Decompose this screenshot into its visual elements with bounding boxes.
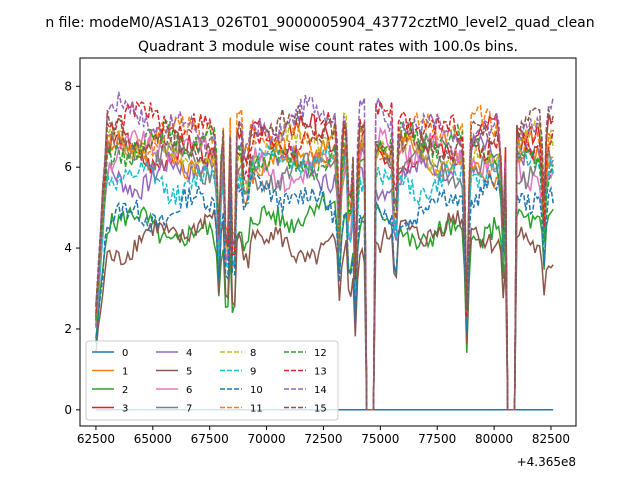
series-layer (95, 91, 554, 411)
x-tick-label: 67500 (191, 432, 229, 446)
x-tick-label: 65000 (134, 432, 172, 446)
series-line (95, 105, 554, 411)
x-tick-label: 62500 (77, 432, 115, 446)
legend-label: 15 (314, 404, 327, 415)
x-tick-label: 70000 (247, 432, 285, 446)
plot-area: 62500 65000 67500 70000 72500 75000 77500 80000… (64, 57, 577, 446)
x-axis-offset-label: +4.365e8 (517, 455, 576, 469)
y-tick-label: 4 (64, 241, 72, 255)
y-tick-label: 6 (64, 160, 72, 174)
legend-box (85, 340, 339, 421)
series-line (95, 91, 554, 411)
x-tick-label: 77500 (418, 432, 456, 446)
series-line (95, 112, 554, 411)
axes-frame (79, 57, 577, 427)
x-tick-label: 75000 (361, 432, 399, 446)
x-axis: 62500 65000 67500 70000 72500 75000 77500 80000… (77, 426, 570, 446)
legend-label: 5 (186, 367, 192, 378)
legend-label: 12 (314, 348, 327, 359)
series-line (95, 104, 554, 411)
x-tick-label: 82500 (532, 432, 570, 446)
legend-label: 4 (186, 348, 192, 359)
legend-label: 2 (122, 385, 128, 396)
x-tick-label: 72500 (304, 432, 342, 446)
series-line (95, 209, 554, 411)
legend-label: 11 (250, 404, 263, 415)
y-tick-label: 0 (64, 403, 72, 417)
legend-label: 14 (314, 385, 327, 396)
legend-label: 10 (250, 385, 263, 396)
legend-label: 8 (250, 348, 256, 359)
y-axis: 0 2 4 6 8 (64, 79, 80, 417)
legend-label: 13 (314, 367, 327, 378)
series-line (95, 170, 554, 411)
y-tick-label: 8 (64, 79, 72, 93)
series-line (95, 119, 554, 411)
legend-label: 3 (122, 404, 128, 415)
legend-label: 1 (122, 367, 128, 378)
legend-label: 9 (250, 367, 256, 378)
series-line (95, 132, 554, 411)
legend-label: 0 (122, 348, 128, 359)
y-tick-label: 2 (64, 322, 72, 336)
series-line (95, 140, 554, 411)
figure-suptitle: n file: modeM0/AS1A13_026T01_9000005904_… (45, 15, 594, 31)
legend-label: 6 (186, 385, 192, 396)
series-line (95, 100, 554, 411)
legend-label: 7 (186, 404, 192, 415)
chart-title: Quadrant 3 module wise count rates with … (138, 39, 518, 55)
x-tick-label: 80000 (475, 432, 513, 446)
